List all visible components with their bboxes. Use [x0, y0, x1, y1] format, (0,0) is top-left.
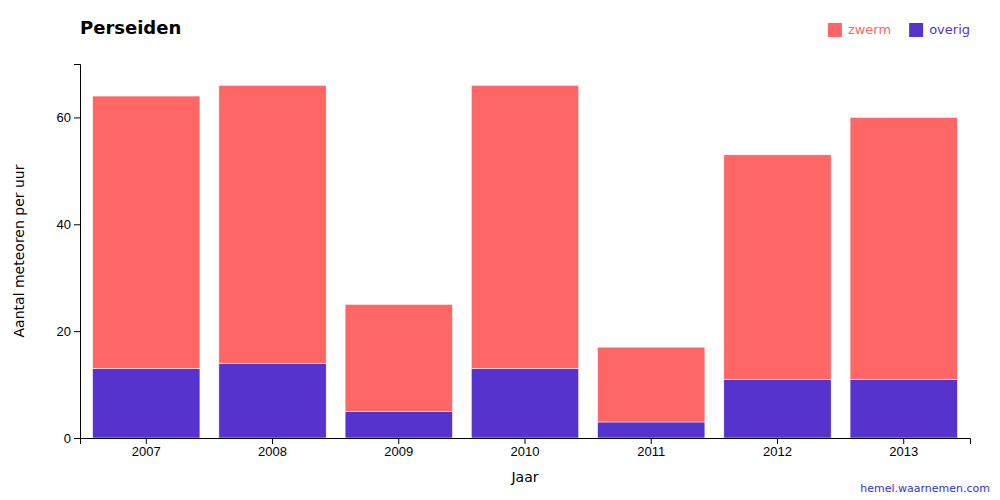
plot: 0 20 40 60 2007 2008 2009 2010 2011 2012 2013	[57, 65, 971, 460]
legend-item: overig	[909, 22, 970, 37]
bar	[471, 85, 578, 368]
y-tick-label: 0	[64, 431, 71, 446]
x-tick-mark	[777, 438, 778, 444]
x-tick-label: 2010	[511, 444, 540, 459]
x-tick: 2011	[637, 438, 665, 459]
x-tick: 2013	[889, 438, 918, 459]
x-tick-mark	[398, 438, 399, 444]
x-tick-mark	[146, 438, 147, 444]
y-tick: 20	[57, 324, 80, 339]
y-tick-label: 40	[57, 217, 71, 232]
bar	[724, 379, 831, 438]
x-axis-line	[81, 439, 971, 445]
legend: zwerm overig	[828, 22, 970, 37]
title: Perseiden	[80, 17, 181, 38]
legend-swatch	[828, 23, 842, 37]
bar	[850, 117, 957, 379]
x-tick: 2012	[763, 438, 792, 459]
series-1	[93, 85, 958, 422]
y-tick: 40	[57, 217, 80, 232]
x-tick-mark	[651, 438, 652, 444]
bar	[345, 304, 452, 411]
y-tick-label: 20	[57, 324, 71, 339]
y-tick-mark	[74, 331, 80, 332]
y-tick: 0	[64, 431, 80, 446]
y-axis-title: Aantal meteoren per uur	[11, 164, 27, 337]
x-tick: 2009	[384, 438, 413, 459]
x-tick-label: 2007	[132, 444, 161, 459]
x-tick: 2010	[511, 438, 540, 459]
bar	[219, 85, 326, 363]
x-tick-label: 2012	[763, 444, 792, 459]
legend-swatch	[909, 23, 923, 37]
x-axis: 2007 2008 2009 2010 2011 2012 2013	[81, 438, 971, 459]
x-tick-label: 2009	[384, 444, 413, 459]
bar	[93, 369, 200, 438]
annotation: hemel.waarnemen.com	[860, 482, 990, 495]
bar	[598, 347, 705, 422]
x-tick-label: 2011	[637, 444, 665, 459]
x-tick-mark	[903, 438, 904, 444]
bar	[471, 369, 578, 438]
x-tick: 2007	[132, 438, 161, 459]
x-tick-mark	[272, 438, 273, 444]
x-axis-title: Jaar	[510, 469, 538, 485]
legend-label: overig	[929, 22, 970, 37]
bar	[219, 363, 326, 438]
x-tick-label: 2008	[258, 444, 287, 459]
bar	[598, 422, 705, 438]
chart: 0 20 40 60 2007 2008 2009 2010 2011 2012 2013 Jaar A…	[0, 0, 1000, 500]
legend-label: zwerm	[848, 22, 891, 37]
legend-item: zwerm	[828, 22, 891, 37]
x-tick: 2008	[258, 438, 287, 459]
bar	[850, 379, 957, 438]
y-tick-mark	[74, 117, 80, 118]
bars	[93, 85, 958, 438]
y-axis: 0 20 40 60	[57, 65, 81, 446]
bar	[93, 96, 200, 368]
y-tick-mark	[74, 438, 80, 439]
x-tick-mark	[525, 438, 526, 444]
y-tick-mark	[74, 224, 80, 225]
y-tick: 60	[57, 110, 80, 125]
bar	[345, 411, 452, 438]
y-axis-line	[74, 65, 81, 439]
y-tick-label: 60	[57, 110, 71, 125]
bar	[724, 155, 831, 379]
x-tick-label: 2013	[889, 444, 918, 459]
